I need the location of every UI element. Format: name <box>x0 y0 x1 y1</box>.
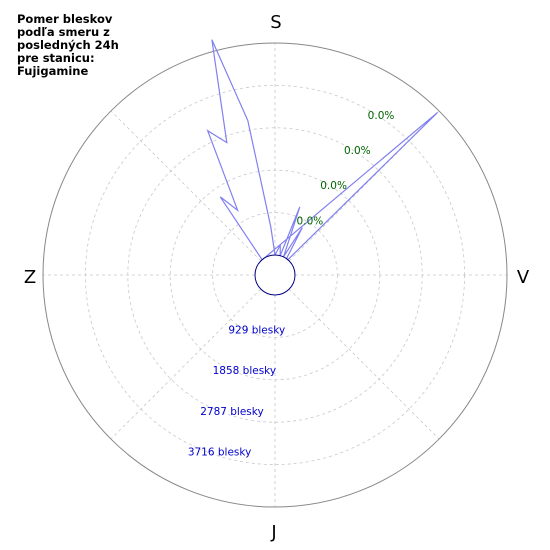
percent-label: 0.0% <box>320 180 347 192</box>
grid-ring <box>212 212 338 338</box>
percent-label: 0.0% <box>344 145 371 157</box>
title-line-3: posledných 24h <box>17 38 119 52</box>
ring-value-label: 929 blesky <box>228 325 285 337</box>
polar-grid <box>42 42 508 508</box>
grid-ring <box>84 84 466 466</box>
title-line-2: podľa smeru z <box>17 25 110 39</box>
ring-value-label: 1858 blesky <box>213 365 277 377</box>
direction-north: S <box>270 12 281 33</box>
title-line-5: Fujigamine <box>17 64 89 78</box>
direction-west: Z <box>24 267 36 288</box>
title-line-1: Pomer bleskov <box>17 12 113 26</box>
chart-title: Pomer bleskov podľa smeru z posledných 2… <box>17 13 137 78</box>
ring-value-label: 2787 blesky <box>200 406 264 418</box>
grid-ring <box>169 169 381 381</box>
ring-value-label: 3716 blesky <box>188 446 252 458</box>
series-layer <box>206 39 439 262</box>
grid-ring <box>42 42 508 508</box>
direction-east: V <box>517 267 530 288</box>
title-line-4: pre stanicu: <box>17 51 95 65</box>
percent-label: 0.0% <box>368 110 395 122</box>
grid-spoke <box>110 110 262 262</box>
center-hub <box>254 254 296 296</box>
label-layer: 929 blesky 1858 blesky 2787 blesky 3716 ble… <box>188 110 395 459</box>
grid-spoke <box>110 288 262 440</box>
percent-label: 0.0% <box>297 215 324 227</box>
series-line <box>206 39 439 262</box>
direction-south: J <box>270 522 276 543</box>
grid-ring <box>127 127 423 423</box>
hub-circle <box>254 254 296 296</box>
grid-spoke <box>288 288 440 440</box>
